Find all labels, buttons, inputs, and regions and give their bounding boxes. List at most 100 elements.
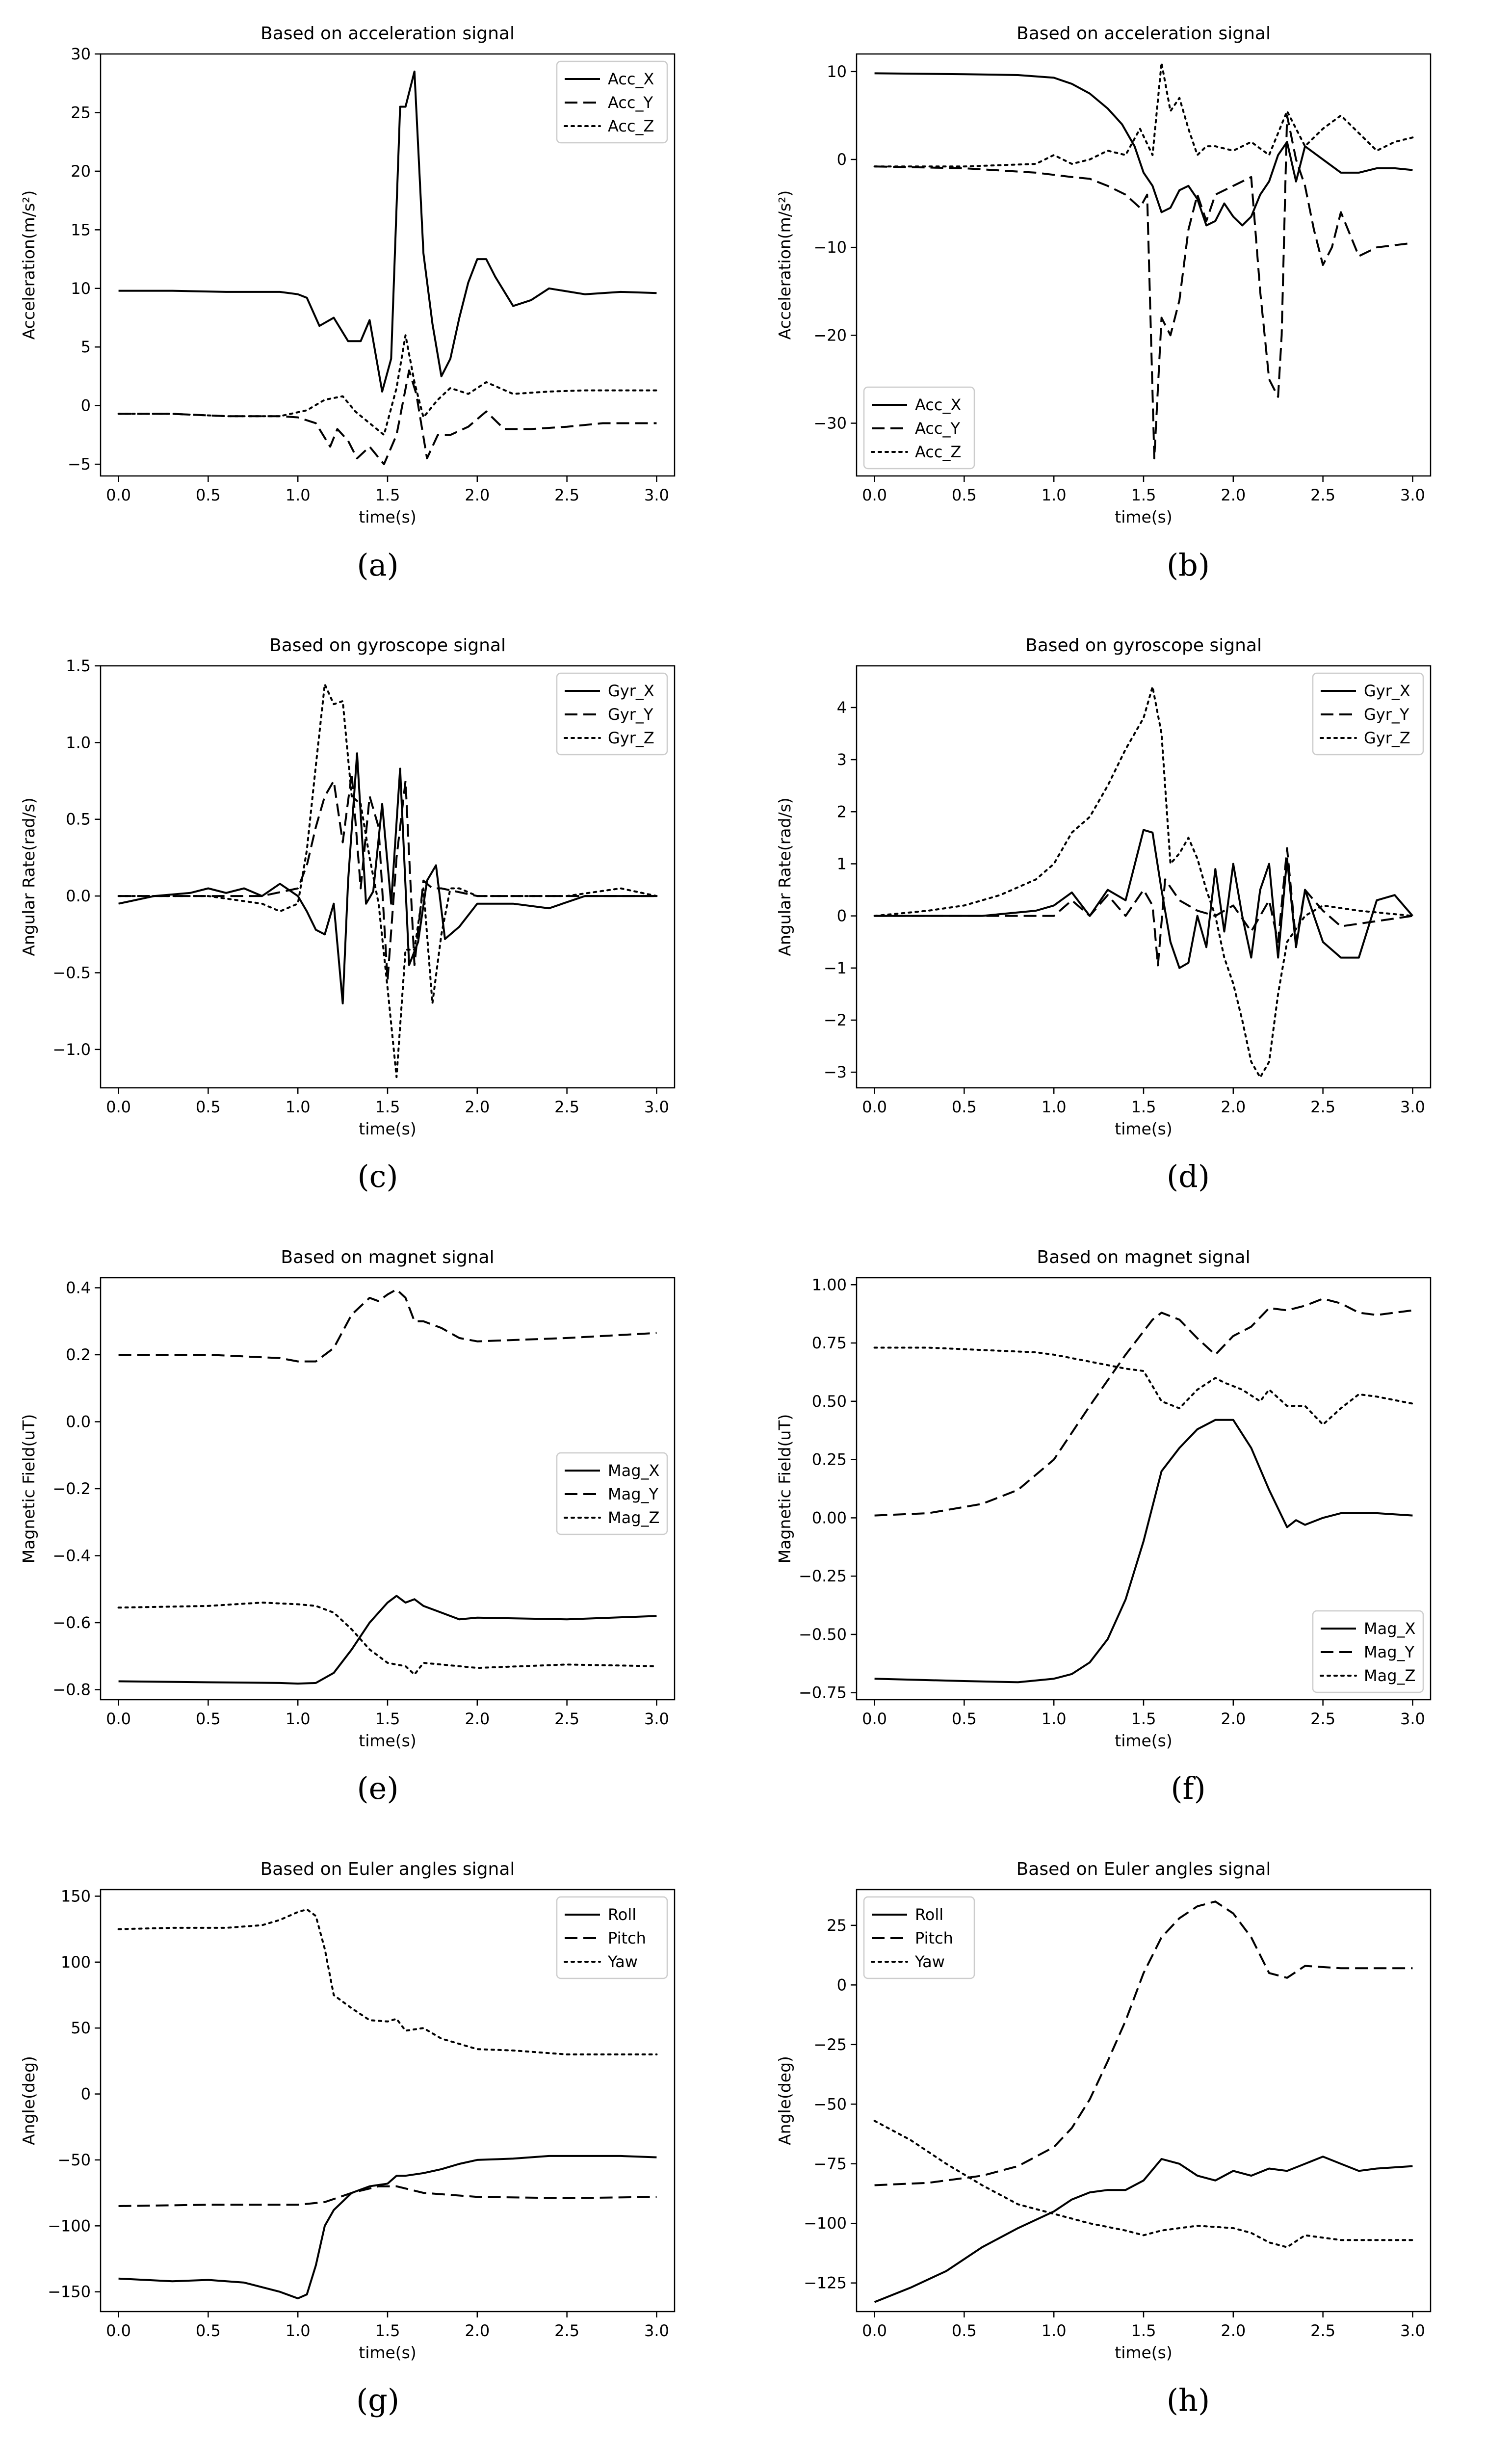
y-axis-label: Acceleration(m/s²) <box>775 190 794 340</box>
y-tick-label: 0.75 <box>812 1334 847 1352</box>
y-tick-label: −0.6 <box>52 1613 91 1632</box>
x-tick-label: 0.0 <box>106 486 131 504</box>
x-tick-label: 0.5 <box>952 2321 977 2340</box>
legend: Mag_X Mag_Y Mag_Z <box>1312 1610 1424 1693</box>
legend-label: Acc_Y <box>608 93 653 112</box>
x-tick-label: 2.0 <box>1221 486 1246 504</box>
panel-caption-a: (a) <box>357 547 399 583</box>
series-line-gyr-y <box>874 847 1413 967</box>
y-tick-label: −3 <box>824 1063 847 1081</box>
x-tick-label: 0.0 <box>106 1098 131 1116</box>
chart-title: Based on acceleration signal <box>1017 24 1271 44</box>
legend-label: Roll <box>608 1905 636 1924</box>
x-tick-label: 0.5 <box>952 486 977 504</box>
legend-label: Acc_X <box>915 395 961 414</box>
series-line-mag-x <box>874 1419 1413 1684</box>
series-line-pitch <box>874 1900 1413 2186</box>
x-tick-label: 2.5 <box>1310 1098 1335 1116</box>
chart-title: Based on acceleration signal <box>261 24 515 44</box>
legend-label: Mag_X <box>1364 1619 1415 1638</box>
panel-caption-f: (f) <box>1171 1770 1206 1806</box>
series-line-acc-z <box>873 61 1414 168</box>
x-tick-label: 0.0 <box>862 486 887 504</box>
y-tick-label: 0.0 <box>66 1412 91 1431</box>
legend-label: Mag_Z <box>608 1508 659 1527</box>
chart-title: Based on gyroscope signal <box>269 635 506 656</box>
chart-panel-d: Based on gyroscope signal 0.0 0.5 1.0 1.5 2.0… <box>775 635 1432 1138</box>
y-tick-label: 0.5 <box>66 810 91 829</box>
y-tick-label: 1.0 <box>66 733 91 752</box>
y-tick-label: −50 <box>813 2095 847 2113</box>
x-tick-label: 2.5 <box>554 1098 579 1116</box>
x-tick-label: 2.0 <box>465 1710 490 1728</box>
y-tick-label: 2 <box>837 802 847 821</box>
legend: Acc_X Acc_Y Acc_Z <box>556 60 668 144</box>
y-tick-label: −1.0 <box>52 1040 91 1059</box>
legend-label: Acc_X <box>608 70 654 88</box>
y-tick-label: −30 <box>813 414 847 433</box>
x-tick-label: 2.5 <box>554 486 579 504</box>
series-line-gyr-z <box>873 685 1414 1079</box>
x-tick-label: 1.5 <box>1131 486 1156 504</box>
legend: Gyr_X Gyr_Y Gyr_Z <box>1312 672 1424 756</box>
series-line-roll <box>874 2156 1413 2303</box>
y-tick-label: 0 <box>81 396 91 415</box>
chart-title: Based on Euler angles signal <box>261 1859 515 1879</box>
legend-label: Mag_Z <box>1364 1666 1415 1685</box>
x-tick-label: 3.0 <box>644 1098 669 1116</box>
y-tick-label: −0.25 <box>799 1567 847 1585</box>
y-axis-label: Magnetic Field(uT) <box>19 1414 38 1564</box>
series-line-acc-y <box>118 369 657 466</box>
chart-title: Based on magnet signal <box>1037 1247 1250 1267</box>
y-tick-label: 15 <box>71 220 91 239</box>
panel-caption-h: (h) <box>1166 2382 1210 2418</box>
y-tick-label: 1.00 <box>812 1275 847 1294</box>
x-tick-label: 1.5 <box>1131 1098 1156 1116</box>
y-tick-label: −20 <box>813 326 847 344</box>
x-axis-label: time(s) <box>359 507 417 526</box>
series-line-mag-z <box>873 1346 1414 1426</box>
chart-panel-b: Based on acceleration signal 0.0 0.5 1.0 1.5… <box>775 24 1432 526</box>
x-tick-label: 2.0 <box>1221 2321 1246 2340</box>
y-tick-label: −100 <box>804 2214 847 2233</box>
x-tick-label: 0.5 <box>196 1710 221 1728</box>
x-tick-label: 1.0 <box>286 2321 311 2340</box>
x-tick-label: 1.5 <box>375 2321 400 2340</box>
y-tick-label: 0 <box>81 2085 91 2104</box>
x-tick-label: 3.0 <box>644 1710 669 1728</box>
y-tick-label: −25 <box>813 2035 847 2054</box>
x-axis-label: time(s) <box>1115 1119 1173 1138</box>
chart-panel-f: Based on magnet signal 0.0 0.5 1.0 1.5 2.0 2.5… <box>775 1247 1432 1750</box>
series-line-pitch <box>118 2185 657 2207</box>
x-tick-label: 0.5 <box>196 486 221 504</box>
legend-label: Acc_Z <box>915 443 961 461</box>
y-tick-label: −125 <box>804 2274 847 2292</box>
y-tick-label: 1 <box>837 854 847 873</box>
series-line-acc-x <box>118 70 657 393</box>
x-tick-label: 2.5 <box>554 1710 579 1728</box>
x-tick-label: 1.0 <box>286 1098 311 1116</box>
y-tick-label: −0.2 <box>52 1479 91 1498</box>
legend-label: Mag_Y <box>1364 1643 1415 1661</box>
x-tick-label: 1.5 <box>1131 1710 1156 1728</box>
y-tick-label: −0.4 <box>52 1547 91 1565</box>
x-tick-label: 2.5 <box>554 2321 579 2340</box>
panel-caption-e: (e) <box>357 1770 399 1806</box>
y-tick-label: 0 <box>837 907 847 925</box>
series-line-yaw <box>117 1908 658 2055</box>
x-axis-label: time(s) <box>1115 507 1173 526</box>
x-tick-label: 1.0 <box>1042 1710 1067 1728</box>
series-line-yaw <box>873 2120 1414 2248</box>
y-tick-label: 0.0 <box>66 887 91 905</box>
x-tick-label: 3.0 <box>644 486 669 504</box>
chart-title: Based on Euler angles signal <box>1017 1859 1271 1879</box>
y-tick-label: 50 <box>71 2019 91 2037</box>
y-axis-label: Angular Rate(rad/s) <box>19 797 38 956</box>
y-axis-label: Magnetic Field(uT) <box>775 1414 794 1564</box>
x-axis-label: time(s) <box>359 1731 417 1750</box>
panel-caption-b: (b) <box>1166 547 1210 583</box>
legend-label: Mag_Y <box>608 1485 659 1503</box>
y-tick-label: −0.50 <box>799 1625 847 1644</box>
x-tick-label: 1.5 <box>375 1098 400 1116</box>
